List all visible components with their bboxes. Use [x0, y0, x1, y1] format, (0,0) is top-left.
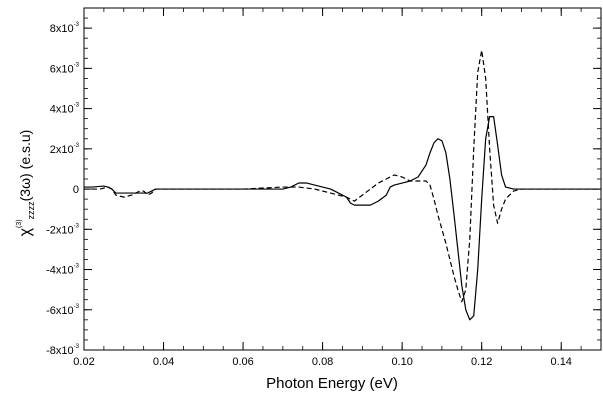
y-tick-label: 6x10-3	[50, 62, 80, 75]
y-axis-superscript: (3)	[16, 219, 23, 228]
y-tick-mantissa: -2x10	[46, 224, 74, 236]
y-axis-title: χ(3)zzzz(3ω) (e.s.u)	[16, 130, 36, 237]
x-tick-label: 0.06	[232, 356, 253, 368]
x-tick-label: 0.10	[391, 356, 412, 368]
y-axis-symbol: χ	[17, 227, 34, 236]
y-tick-mantissa: 4x10	[50, 104, 74, 116]
y-tick-mantissa: 2x10	[50, 144, 74, 156]
y-tick-label: 4x10-3	[50, 103, 80, 116]
y-tick-exponent: -3	[74, 103, 80, 109]
axes-layer	[83, 7, 602, 351]
x-tick-label: 0.14	[551, 356, 572, 368]
y-tick-label: 2x10-3	[50, 143, 80, 156]
y-tick-label: -2x10-3	[46, 223, 80, 236]
y-tick-mantissa: 6x10	[50, 63, 74, 75]
y-tick-mantissa: 8x10	[50, 23, 74, 35]
y-axis-argument: (3ω)	[17, 173, 33, 201]
svg-text:χ(3)zzzz(3ω)(e.s.u): χ(3)zzzz(3ω) (e.s.u)	[16, 130, 36, 237]
y-tick-mantissa: -4x10	[46, 265, 74, 277]
x-tick-label: 0.02	[73, 356, 94, 368]
series-line-dashed	[84, 49, 601, 303]
y-tick-mantissa: -8x10	[46, 345, 74, 357]
y-tick-exponent: -3	[74, 143, 80, 149]
y-tick-mantissa: -6x10	[46, 305, 74, 317]
y-tick-mantissa: 0	[73, 184, 79, 196]
y-tick-exponent: -3	[74, 264, 80, 270]
x-tick-label: 0.04	[153, 356, 174, 368]
labels-layer: 0.02 0.04 0.06 0.08 0.10 0.12 0.148x10-36x10-3…	[46, 22, 572, 368]
y-tick-exponent: -3	[74, 223, 80, 229]
y-tick-label: -4x10-3	[46, 264, 80, 277]
y-axis-unit: (e.s.u)	[17, 130, 33, 170]
x-axis-title: Photon Energy (eV)	[266, 375, 398, 392]
y-tick-label: -6x10-3	[46, 304, 80, 317]
y-tick-label: -8x10-3	[46, 344, 80, 357]
y-axis-subscript: zzzz	[26, 201, 36, 220]
series-layer	[84, 49, 601, 321]
y-tick-label: 8x10-3	[50, 22, 80, 35]
y-tick-exponent: -3	[74, 344, 80, 350]
plot-frame	[83, 7, 602, 351]
y-tick-exponent: -3	[74, 22, 80, 28]
y-tick-exponent: -3	[74, 62, 80, 68]
x-tick-label: 0.12	[471, 356, 492, 368]
series-line-solid	[84, 116, 601, 321]
x-tick-label: 0.08	[312, 356, 333, 368]
y-tick-label: 0	[73, 184, 79, 196]
y-tick-exponent: -3	[74, 304, 80, 310]
